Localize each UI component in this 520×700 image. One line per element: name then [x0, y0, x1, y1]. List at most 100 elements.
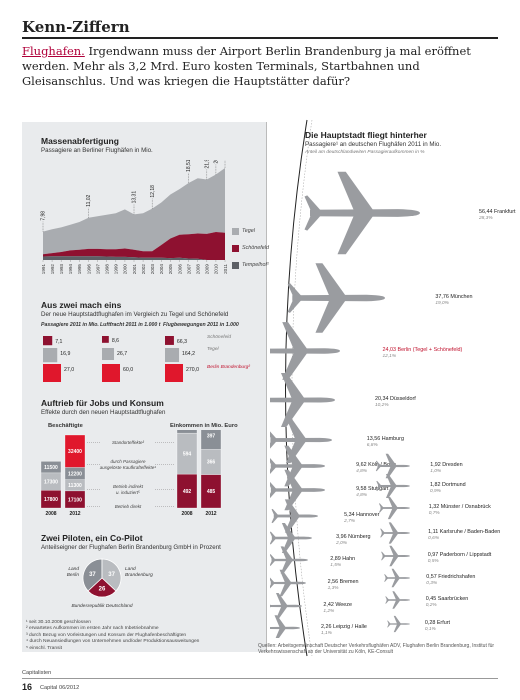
compare-chart: 7,1 8,6 66,3 16,9 26,7 164,2 27,0 60,0 270,0 Schö… [43, 334, 250, 382]
airport-share: 2,7% [343, 518, 356, 524]
plane-tail [270, 348, 271, 350]
airport-label: 24,03 Berlin (Tegel + Schönefeld) [382, 347, 462, 353]
plane-fuselage [270, 437, 332, 443]
area-chart-subtitle: Passagiere an Berliner Flughäfen in Mio. [41, 147, 153, 154]
airport-share: 1,5% [330, 562, 342, 568]
plane-fuselage [385, 577, 410, 579]
x-tick-label: 2004 [159, 264, 164, 275]
airport-share: 2,0% [335, 540, 348, 546]
income-year: 2012 [205, 511, 216, 517]
pie-label-berlin: Berlin [67, 572, 80, 578]
plane-wing [279, 583, 292, 597]
compare-title: Aus zwei mach eins [41, 300, 122, 310]
plane-tail [375, 460, 381, 466]
plane-tail [376, 480, 382, 486]
plane-wing [391, 578, 400, 588]
airport-label: 1,82 Dortmund [430, 482, 466, 488]
jobs-annotation: ausgelöste Kaufkrafteffekte⁴ [100, 465, 157, 470]
plane-tail [378, 503, 384, 508]
airport-share: 0,1% [425, 626, 437, 632]
pie-chart: 37 3726LandBerlinLandBrandenburgBundesrep… [67, 558, 153, 609]
jobs-value: 17100 [68, 497, 82, 503]
plane-fuselage [292, 294, 385, 302]
jobs-segment [64, 434, 86, 468]
legend-tegel-swatch [232, 228, 239, 235]
bar-tegel [165, 348, 180, 363]
data-label: 20,88 [214, 160, 220, 164]
airport-share: 0,2% [426, 602, 438, 608]
legend-tegel-label: Tegel [242, 228, 255, 234]
income-value: 485 [207, 489, 216, 495]
plane-wing [280, 546, 293, 560]
jobs-annotation: durch Passagiere [110, 459, 146, 464]
plane-fuselage [270, 464, 325, 468]
x-tick-label: 1996 [86, 264, 91, 275]
x-tick-label: 1992 [50, 264, 55, 275]
plane-tail [271, 508, 279, 516]
x-tick-label: 2009 [205, 264, 210, 275]
income-year: 2008 [181, 511, 192, 517]
airport-label: 2,26 Leipzig / Halle [321, 624, 367, 630]
plane-fuselage [310, 209, 420, 217]
footnote-1: ¹ seit 30.10.2008 geschlossen [26, 620, 91, 625]
data-label: 12,18 [150, 185, 156, 198]
x-tick-label: 2010 [214, 264, 219, 275]
plane-wing [392, 600, 401, 609]
plane-tail [385, 600, 389, 604]
plane-tail [387, 624, 391, 628]
plane-tail [376, 486, 382, 492]
jobs-value: 12200 [68, 471, 82, 477]
airport-share: 0,5% [428, 558, 440, 564]
plane-wing [337, 215, 374, 255]
plane-wing [315, 263, 346, 297]
airport-label: 9,62 Köln / Bonn [356, 462, 396, 468]
data-label: 11,02 [86, 194, 92, 206]
plane-tail [270, 560, 276, 566]
jobs-subtitle: Effekte durch den neuen Hauptstadtflugha… [41, 409, 166, 416]
plane-wing [275, 606, 288, 620]
airplane-m-nster-osnabr-ck [378, 496, 410, 520]
x-tick-label: 2011 [223, 264, 228, 274]
income-value: 366 [207, 460, 216, 466]
arc-line [285, 119, 308, 657]
bar-value: 66,3 [177, 339, 187, 345]
plane-wing [315, 299, 346, 333]
x-tick-label: 1993 [59, 264, 64, 275]
plane-tail [304, 214, 321, 231]
income-value: 397 [207, 433, 216, 439]
bar-tegel [102, 348, 115, 361]
legend-tempelhof-label: Tempelhof¹ [242, 262, 269, 268]
x-tick-label: 2000 [123, 264, 128, 275]
plane-fuselage [377, 484, 410, 488]
plane-fuselage [271, 536, 312, 540]
plane-tail [271, 516, 279, 524]
plane-fuselage [271, 558, 308, 562]
plane-wing [393, 615, 401, 624]
bar-schoenefeld [165, 336, 174, 345]
airplane-hannover [271, 499, 318, 533]
planes-title: Die Hauptstadt fliegt hinterher [305, 130, 427, 140]
jobs-header-income: Einkommen in Mio. Euro [170, 423, 238, 429]
plane-tail [270, 606, 271, 608]
plane-tail [270, 431, 277, 440]
bar-ber [102, 364, 120, 382]
footnote-5: ⁵ einschl. Transit [26, 645, 63, 651]
plane-tail [270, 604, 271, 606]
x-tick-label: 1991 [41, 264, 46, 275]
plane-tail [287, 283, 302, 297]
plane-tail [270, 457, 277, 466]
airport-label: 0,57 Friedrichshafen [426, 574, 475, 580]
airport-label: 2,42 Weeze [323, 602, 352, 608]
area-tempelhof [43, 256, 225, 260]
plane-fuselage [270, 604, 303, 608]
airplane-berlin-tegel-sch-nefeld- [270, 322, 341, 380]
plane-wing [284, 469, 302, 489]
airport-label: 13,56 Hamburg [367, 436, 404, 442]
area-tegel [43, 168, 225, 255]
plane-wing [284, 499, 300, 516]
plane-fuselage [270, 397, 335, 403]
plane-fuselage [273, 514, 318, 518]
footnote-2: ² erwartetes Aufkommen im ersten Jahr na… [26, 626, 159, 632]
jobs-chart: 17800 17300 11500 2008 17100 11300 12200 32400 2… [40, 430, 222, 517]
airplane-paderborn-lippstadt [381, 545, 410, 567]
